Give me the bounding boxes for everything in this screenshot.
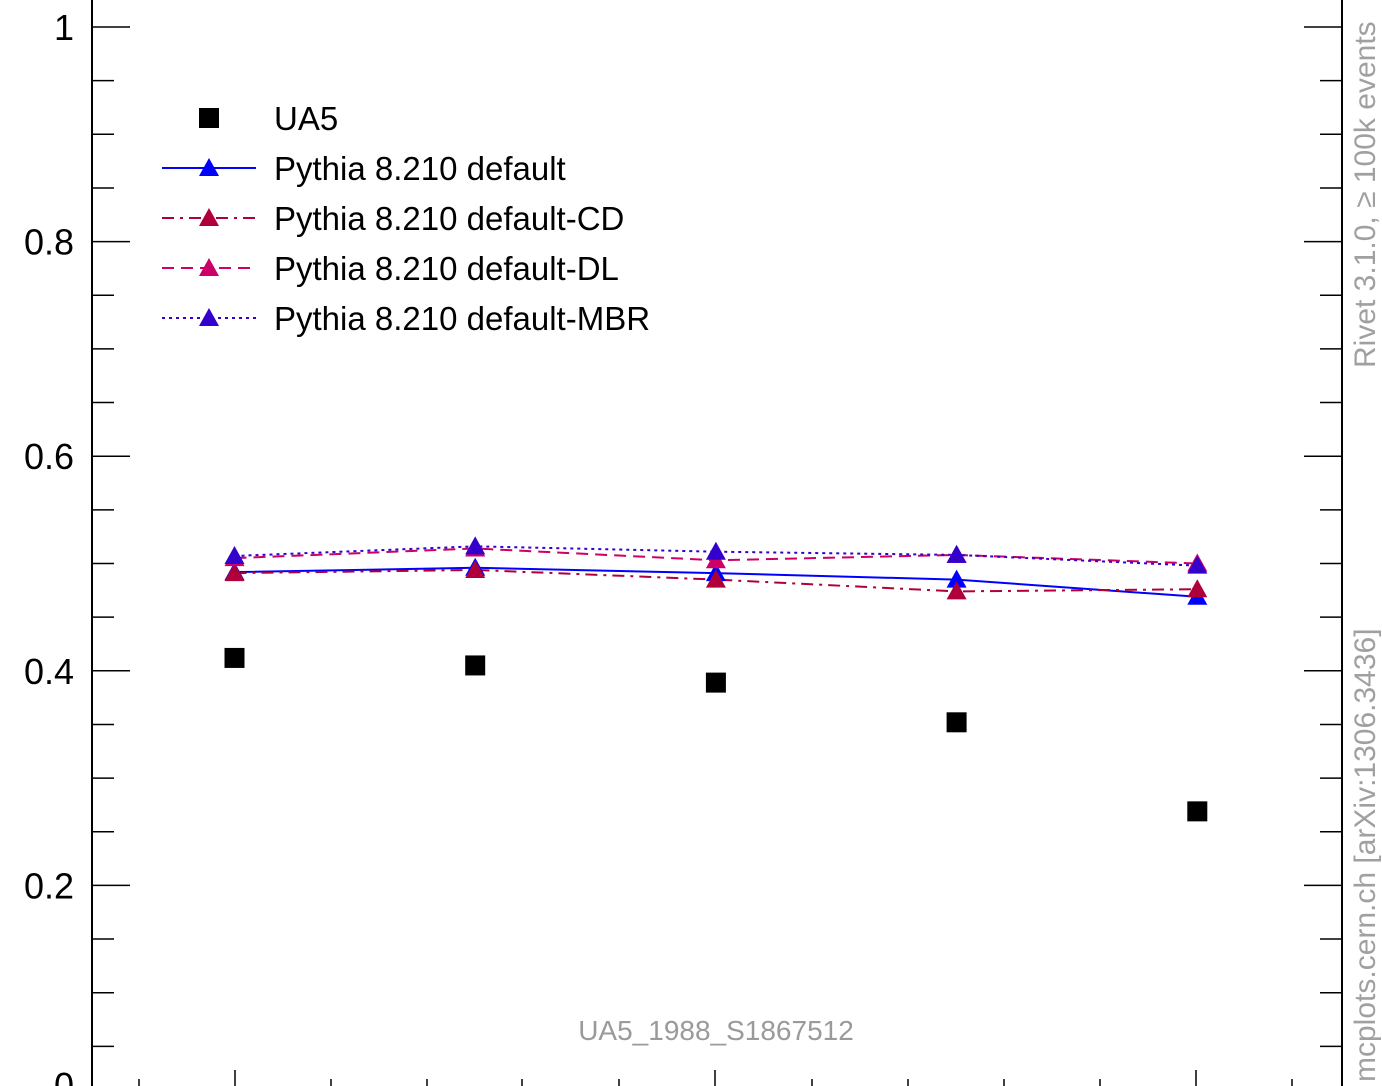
y-tick-label: 0.2 <box>24 865 74 906</box>
legend-label: Pythia 8.210 default-CD <box>274 200 624 237</box>
legend-label: Pythia 8.210 default-DL <box>274 250 619 287</box>
y-tick-label-zero: 0 <box>54 1065 74 1086</box>
legend-entry: UA5 <box>199 100 338 137</box>
data-point-triangle <box>946 581 967 600</box>
data-point-triangle <box>1187 555 1208 574</box>
legend-entry: Pythia 8.210 default-CD <box>162 200 624 237</box>
side-text-upper: Rivet 3.1.0, ≥ 100k events <box>1349 21 1382 368</box>
legend-label: Pythia 8.210 default-MBR <box>274 300 650 337</box>
data-point-triangle <box>465 536 486 555</box>
legend: UA5 Pythia 8.210 default Pythia 8.210 defa… <box>162 100 650 337</box>
data-point-triangle <box>1187 579 1208 598</box>
legend-marker-triangle <box>199 208 219 226</box>
data-point-triangle <box>705 541 726 560</box>
data-point-square <box>705 672 726 693</box>
data-point-triangle <box>946 569 967 588</box>
side-text-lower: mcplots.cern.ch [arXiv:1306.3436] <box>1349 628 1382 1082</box>
y-tick-label: 0.4 <box>24 651 74 692</box>
data-point-triangle <box>224 545 245 564</box>
x-axis-ticks <box>138 1070 1293 1086</box>
data-point-square <box>1187 801 1208 822</box>
legend-marker-triangle <box>199 258 219 276</box>
legend-marker-triangle <box>199 158 219 176</box>
plot-frame <box>91 0 1343 1086</box>
legend-entry: Pythia 8.210 default-DL <box>162 250 619 287</box>
legend-marker-square <box>199 108 219 128</box>
legend-entry: Pythia 8.210 default <box>162 150 566 187</box>
y-tick-label: 0.6 <box>24 436 74 477</box>
legend-label: Pythia 8.210 default <box>274 150 566 187</box>
legend-label: UA5 <box>274 100 338 137</box>
data-point-square <box>946 712 967 733</box>
y-axis-ticks: 0.2 0.4 0.6 0.8 1 0 <box>24 7 1342 1086</box>
data-point-triangle <box>705 569 726 588</box>
data-point-square <box>224 647 245 668</box>
chart-annotation: UA5_1988_S1867512 <box>578 1015 854 1046</box>
legend-marker-triangle <box>199 308 219 326</box>
data-point-square <box>465 655 486 676</box>
series-line <box>234 568 1198 593</box>
data-point-triangle <box>465 559 486 578</box>
legend-entry: Pythia 8.210 default-MBR <box>162 300 650 337</box>
y-tick-label: 0.8 <box>24 222 74 263</box>
y-tick-label: 1 <box>54 7 74 48</box>
series-markers <box>224 536 1208 822</box>
data-point-triangle <box>224 563 245 582</box>
data-point-triangle <box>946 544 967 563</box>
